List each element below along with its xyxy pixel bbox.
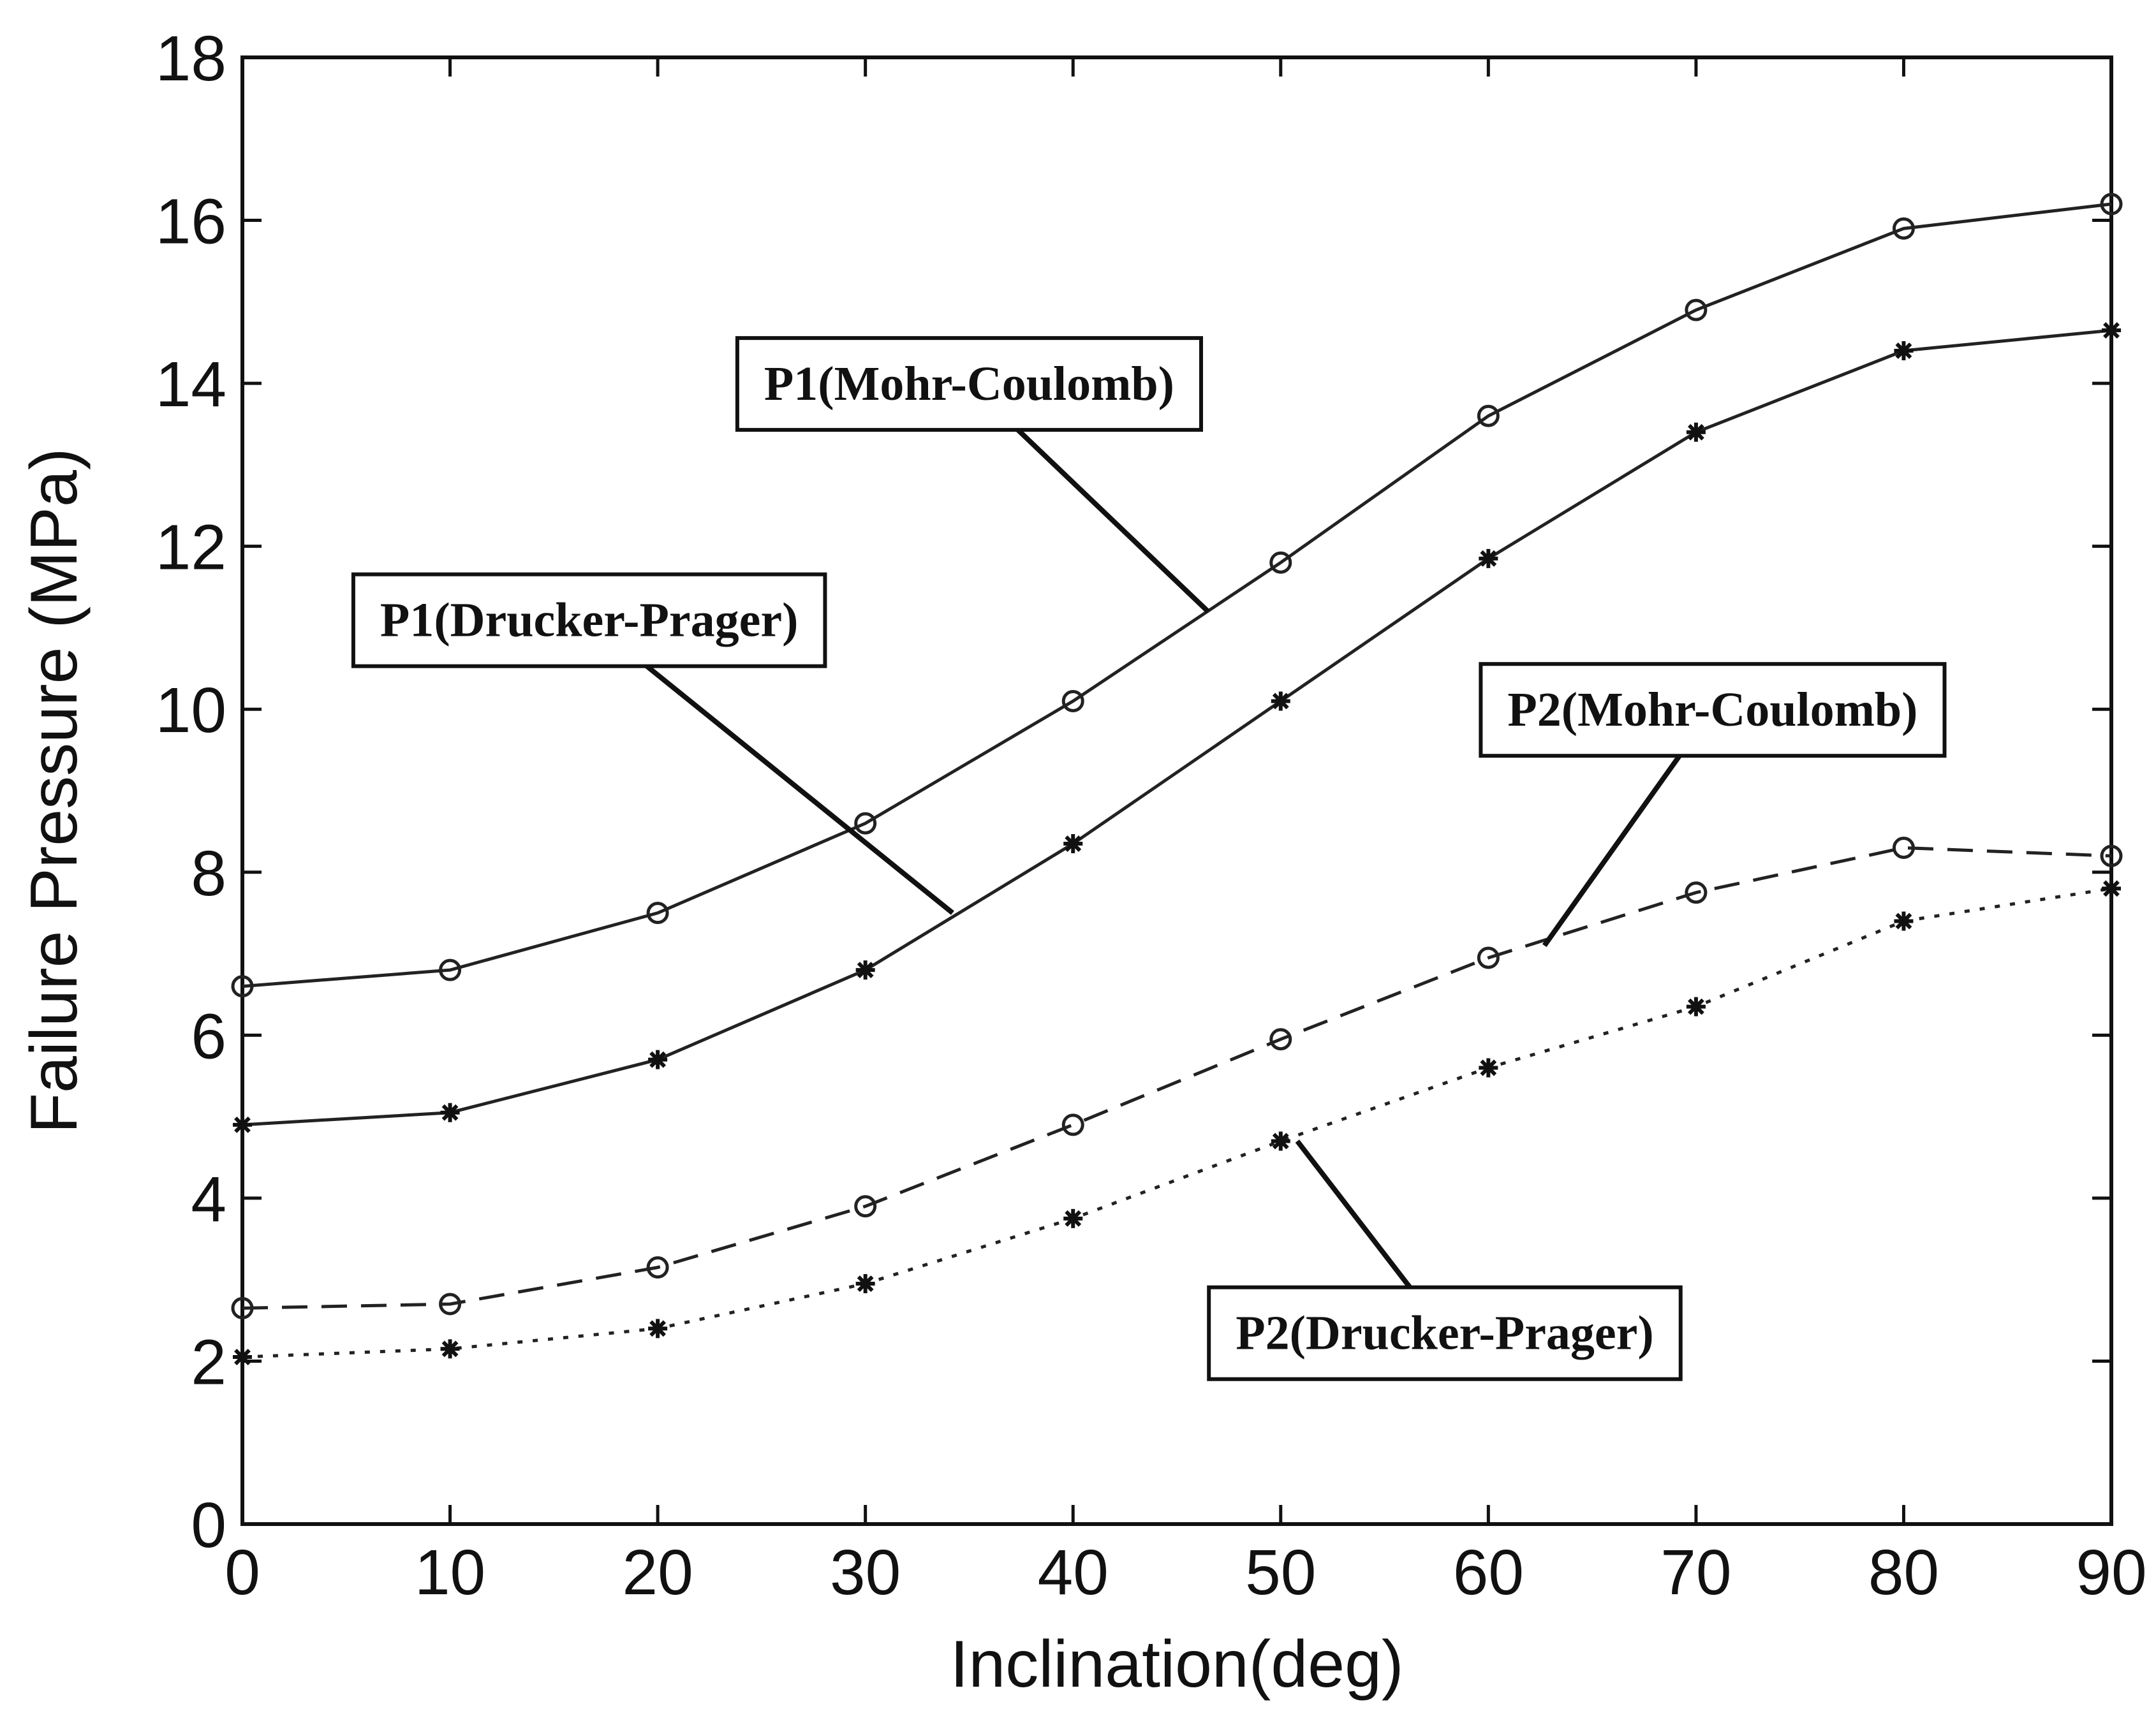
data-point-star	[648, 1050, 668, 1069]
data-point-circle	[1269, 1028, 1292, 1051]
y-tick-label: 10	[156, 675, 226, 746]
callout-label: P1(Mohr-Coulomb)	[764, 357, 1174, 411]
data-point-star	[233, 1347, 252, 1367]
data-point-star	[2102, 879, 2121, 899]
y-axis-title: Failure Pressure (MPa)	[17, 448, 91, 1134]
series-line	[242, 846, 2112, 1310]
callout-label: P1(Drucker-Prager)	[380, 594, 799, 647]
data-point-star	[440, 1339, 460, 1359]
x-tick-label: 20	[622, 1537, 693, 1608]
series-P2(Drucker-Prager)	[233, 879, 2121, 1367]
data-point-circle	[1061, 689, 1084, 712]
x-tick-label: 50	[1245, 1537, 1316, 1608]
data-point-star	[1063, 1208, 1083, 1228]
callout-label: P2(Drucker-Prager)	[1236, 1307, 1654, 1360]
y-tick-label: 18	[156, 23, 226, 94]
y-tick-label: 6	[191, 1001, 226, 1072]
data-point-circle	[646, 902, 669, 925]
data-point-circle	[646, 1256, 669, 1279]
x-tick-label: 60	[1453, 1537, 1524, 1608]
callout-P1(Mohr-Coulomb): P1(Mohr-Coulomb)	[735, 336, 1210, 613]
data-point-star	[2102, 321, 2121, 341]
x-tick-label: 80	[1868, 1537, 1939, 1608]
x-tick-label: 30	[830, 1537, 901, 1608]
data-point-star	[233, 1115, 252, 1134]
data-point-circle	[1477, 404, 1500, 427]
data-point-circle	[2100, 844, 2123, 867]
callout-pointer	[587, 617, 954, 915]
x-tick-label: 70	[1660, 1537, 1731, 1608]
y-tick-label: 2	[191, 1326, 226, 1398]
series-line	[242, 202, 2112, 988]
data-point-circle	[439, 958, 462, 981]
data-point-circle	[439, 1293, 462, 1316]
data-point-circle	[1477, 946, 1500, 969]
data-point-star	[1271, 1131, 1290, 1151]
data-point-star	[1479, 1058, 1498, 1078]
x-tick-label: 10	[415, 1537, 485, 1608]
callouts: P1(Mohr-Coulomb) P1(Drucker-Prager) P2(Moh…	[351, 336, 1947, 1381]
data-point-circle	[231, 975, 254, 998]
axis-ticks: 0 10 20 30 40 50 60 70 80 90 0 2 4 6 8 10 12 14 16 18	[156, 23, 2147, 1608]
y-tick-label: 14	[156, 349, 226, 420]
callout-P1(Drucker-Prager): P1(Drucker-Prager)	[351, 572, 954, 915]
plot-area	[240, 55, 2113, 1526]
data-point-star	[1479, 548, 1498, 568]
series-P1(Drucker-Prager)	[233, 321, 2121, 1134]
data-point-circle	[854, 812, 877, 835]
y-tick-label: 0	[191, 1490, 226, 1561]
data-point-circle	[1061, 1113, 1084, 1136]
data-point-star	[855, 960, 875, 980]
data-point-circle	[1685, 298, 1708, 321]
callout-box	[351, 572, 827, 668]
data-point-star	[440, 1103, 460, 1122]
data-point-star	[1894, 341, 1914, 360]
callout-P2(Mohr-Coulomb): P2(Mohr-Coulomb)	[1479, 662, 1947, 948]
callout-box	[1207, 1285, 1683, 1381]
data-point-star	[855, 1274, 875, 1294]
data-point-star	[1063, 834, 1083, 854]
data-point-circle	[1892, 836, 1915, 859]
series-P2(Mohr-Coulomb)	[231, 836, 2123, 1319]
y-tick-label: 4	[191, 1164, 226, 1235]
data-point-star	[1271, 691, 1290, 711]
series-layer	[231, 193, 2123, 1367]
callout-P2(Drucker-Prager): P2(Drucker-Prager)	[1207, 1140, 1683, 1381]
callout-box	[1479, 662, 1947, 758]
y-tick-label: 8	[191, 838, 226, 909]
data-point-star	[648, 1319, 668, 1339]
x-tick-label: 90	[2076, 1537, 2146, 1608]
x-tick-label: 40	[1038, 1537, 1109, 1608]
data-point-star	[1686, 422, 1706, 442]
data-point-circle	[1892, 217, 1915, 240]
data-point-star	[1894, 911, 1914, 931]
data-point-circle	[2100, 193, 2123, 216]
data-point-circle	[1685, 881, 1708, 904]
data-point-circle	[231, 1296, 254, 1319]
callout-box	[735, 336, 1203, 432]
series-line	[242, 328, 2112, 1127]
x-axis-title: Inclination(deg)	[950, 1627, 1403, 1701]
y-tick-label: 16	[156, 186, 226, 258]
callout-label: P2(Mohr-Coulomb)	[1507, 683, 1917, 737]
data-point-circle	[1269, 551, 1292, 574]
data-point-star	[1686, 997, 1706, 1016]
data-point-circle	[854, 1195, 877, 1218]
y-tick-label: 12	[156, 512, 226, 583]
series-P1(Mohr-Coulomb)	[231, 193, 2123, 998]
x-tick-label: 0	[225, 1537, 260, 1608]
